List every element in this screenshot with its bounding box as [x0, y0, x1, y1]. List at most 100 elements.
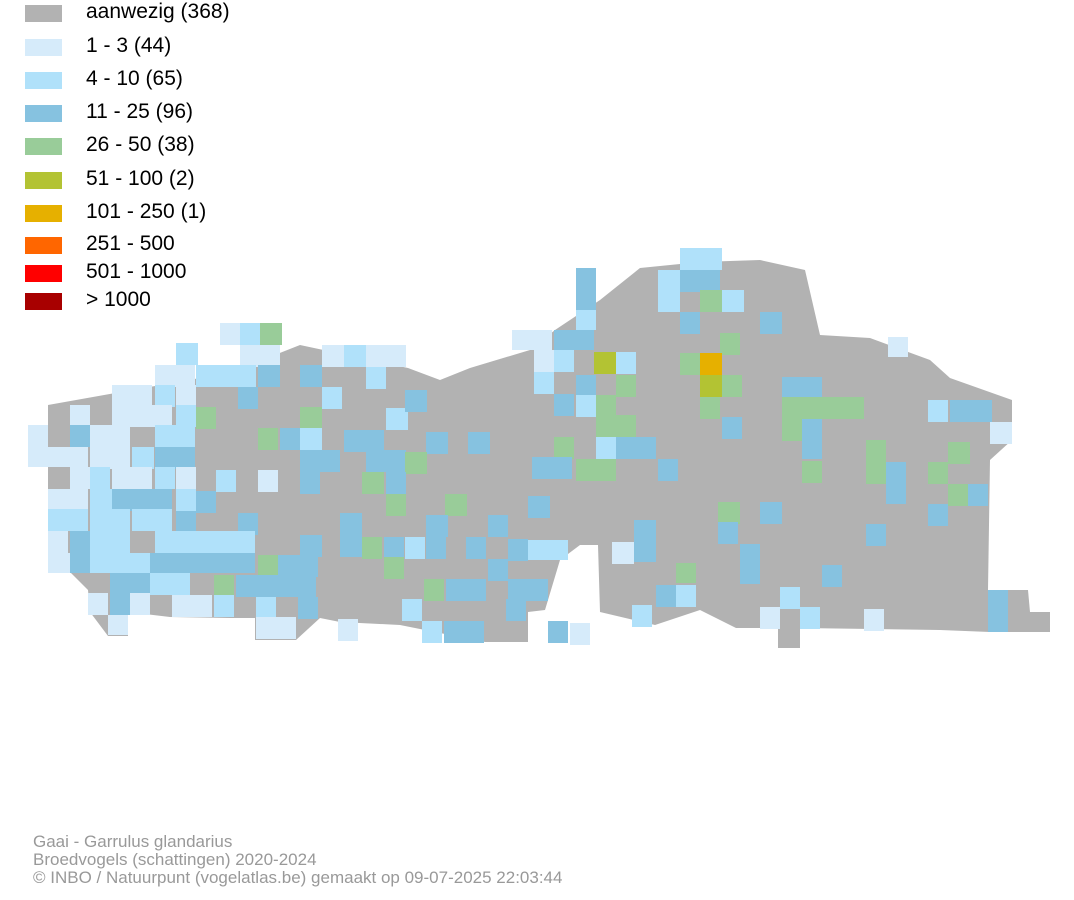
grid-cell	[108, 615, 128, 635]
grid-cell	[48, 531, 68, 553]
grid-cell	[112, 489, 172, 511]
legend-item: 26 - 50 (38)	[25, 133, 345, 156]
grid-cell	[700, 248, 722, 270]
grid-cell	[386, 408, 408, 430]
grid-cell	[506, 599, 526, 621]
grid-cell	[780, 587, 800, 609]
grid-cell	[258, 555, 278, 577]
legend-swatch	[25, 5, 62, 22]
grid-cell	[676, 563, 696, 583]
grid-cell	[88, 593, 108, 615]
grid-cell	[554, 350, 574, 372]
legend-swatch	[25, 105, 62, 122]
grid-cell	[802, 461, 822, 483]
legend-item: 11 - 25 (96)	[25, 100, 345, 123]
grid-cell	[366, 450, 406, 472]
legend-label: > 1000	[86, 288, 151, 311]
grid-cell	[426, 537, 446, 559]
grid-cell	[216, 470, 236, 492]
grid-cell	[424, 579, 444, 601]
grid-cell	[658, 459, 678, 481]
grid-cell	[386, 472, 406, 494]
grid-cell	[322, 387, 342, 409]
grid-cell	[240, 323, 260, 345]
legend-label: 51 - 100 (2)	[86, 167, 195, 190]
grid-cell	[214, 595, 234, 617]
grid-cell	[800, 607, 820, 629]
grid-cell	[866, 440, 886, 462]
dataset-title: Broedvogels (schattingen) 2020-2024	[33, 850, 317, 869]
grid-cell	[948, 484, 970, 506]
grid-cell	[616, 437, 656, 459]
grid-cell	[384, 537, 404, 559]
grid-cell	[718, 522, 738, 544]
grid-cell	[616, 352, 636, 374]
grid-cell	[132, 447, 154, 469]
legend-swatch	[25, 205, 62, 222]
grid-cell	[426, 432, 448, 454]
grid-cell	[344, 430, 384, 452]
grid-cell	[90, 509, 130, 531]
grid-cell	[300, 407, 322, 429]
grid-cell	[512, 330, 552, 350]
legend-label: 11 - 25 (96)	[86, 100, 193, 123]
grid-cell	[405, 390, 427, 412]
grid-cell	[718, 502, 740, 524]
grid-cell	[362, 537, 382, 559]
grid-cell	[150, 553, 255, 573]
grid-cell	[632, 605, 652, 627]
grid-cell	[576, 310, 596, 330]
grid-cell	[172, 595, 212, 617]
grid-cell	[155, 425, 195, 447]
grid-cell	[112, 405, 172, 427]
legend-item: 501 - 1000	[25, 260, 345, 283]
grid-cell	[48, 509, 88, 531]
grid-cell	[488, 559, 508, 581]
presence-cells	[48, 260, 1050, 648]
grid-cell	[676, 585, 696, 607]
grid-cell	[658, 290, 680, 312]
grid-cell	[90, 447, 130, 469]
grid-cell	[176, 511, 196, 533]
grid-cell	[405, 452, 427, 474]
grid-cell	[782, 419, 802, 441]
legend-swatch	[25, 265, 62, 282]
grid-cell	[948, 442, 970, 464]
grid-cell	[680, 312, 700, 334]
grid-cell	[656, 585, 676, 607]
grid-cell	[988, 590, 1008, 632]
grid-cell	[90, 425, 130, 447]
grid-cell	[445, 494, 467, 516]
map-caption: Gaai - Garrulus glandarius Broedvogels (…	[33, 833, 562, 887]
grid-cell	[570, 623, 590, 645]
grid-cell	[722, 417, 742, 439]
grid-cell	[176, 489, 196, 511]
grid-cell	[260, 323, 282, 345]
grid-cell	[132, 509, 172, 531]
legend-label: 501 - 1000	[86, 260, 187, 283]
grid-cell	[176, 467, 196, 489]
grid-cell	[554, 330, 594, 350]
grid-cell	[90, 553, 150, 573]
grid-cell	[70, 553, 90, 573]
grid-cell	[70, 467, 90, 489]
grid-cell	[300, 450, 340, 472]
grid-cell	[596, 395, 616, 417]
grid-cell	[722, 375, 742, 397]
grid-cell	[596, 415, 636, 437]
legend-swatch	[25, 39, 62, 56]
grid-cell	[280, 428, 300, 450]
legend-label: 101 - 250 (1)	[86, 200, 207, 223]
grid-cell	[366, 345, 406, 367]
grid-cell	[528, 540, 568, 560]
grid-cell	[928, 400, 948, 422]
grid-cell	[258, 428, 278, 450]
grid-cell	[300, 472, 320, 494]
grid-cell	[236, 575, 316, 597]
grid-cell	[968, 484, 988, 506]
grid-cell	[634, 520, 656, 562]
grid-cell	[402, 599, 422, 621]
grid-cell	[866, 462, 886, 484]
grid-cell	[886, 462, 906, 484]
grid-cell	[928, 462, 948, 484]
